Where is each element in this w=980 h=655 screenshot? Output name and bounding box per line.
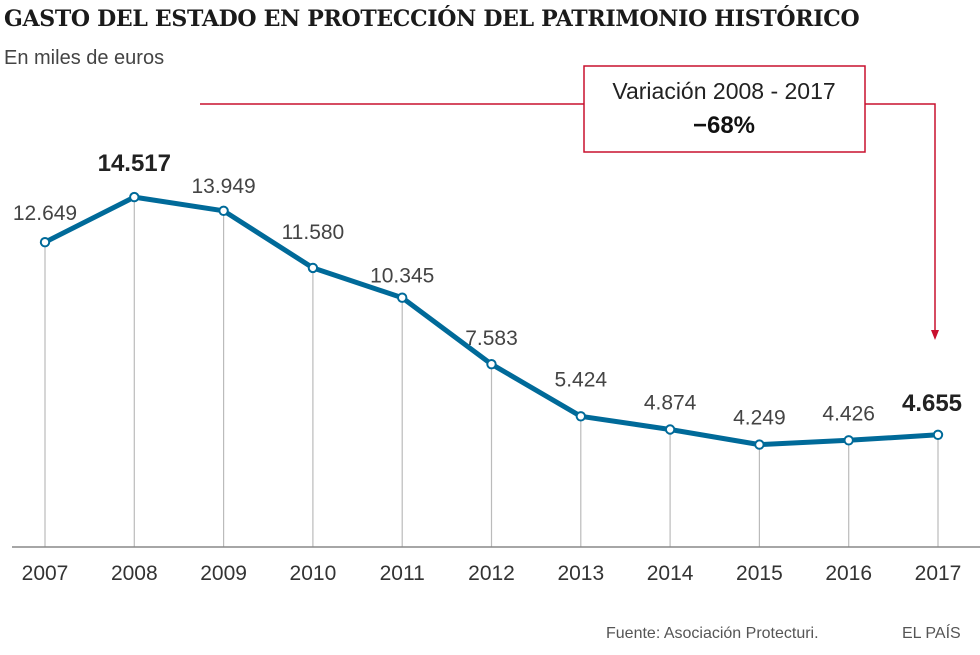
annotation-box bbox=[583, 65, 866, 153]
x-tick-2013: 2013 bbox=[557, 562, 604, 585]
x-tick-2012: 2012 bbox=[468, 562, 515, 585]
x-axis-ticks: 2007 2008 2009 2010 2011 2012 2013 2014 2015 2016… bbox=[22, 562, 962, 585]
variation-annotation: Variación 2008 - 2017 −68% bbox=[200, 65, 939, 340]
data-point-2011 bbox=[397, 292, 408, 303]
data-label-2008: 14.517 bbox=[98, 150, 171, 177]
data-label-2015: 4.249 bbox=[733, 407, 786, 430]
annotation-title: Variación 2008 - 2017 bbox=[612, 78, 835, 104]
chart-subtitle: En miles de euros bbox=[4, 47, 165, 69]
data-point-2009 bbox=[218, 205, 229, 217]
data-label-2013: 5.424 bbox=[555, 368, 608, 391]
data-point-2008 bbox=[129, 191, 140, 203]
data-point-2007 bbox=[39, 237, 51, 248]
data-label-2011: 10.345 bbox=[370, 265, 434, 288]
data-point-2012 bbox=[486, 359, 497, 370]
brand-logo: EL PAÍS bbox=[902, 625, 961, 642]
x-tick-2009: 2009 bbox=[200, 562, 247, 585]
x-tick-2014: 2014 bbox=[647, 562, 694, 585]
data-points bbox=[39, 191, 944, 450]
x-tick-2008: 2008 bbox=[111, 562, 158, 585]
x-tick-2017: 2017 bbox=[915, 562, 962, 585]
drop-lines bbox=[44, 197, 939, 547]
data-point-2017 bbox=[932, 429, 944, 440]
data-label-2014: 4.874 bbox=[644, 392, 697, 415]
chart-title: GASTO DEL ESTADO EN PROTECCIÓN DEL PATRI… bbox=[4, 6, 860, 32]
data-label-2010: 11.580 bbox=[282, 221, 345, 244]
annotation-connector-right bbox=[865, 103, 936, 334]
x-tick-2007: 2007 bbox=[22, 562, 69, 585]
source-note: Fuente: Asociación Protecturi. bbox=[606, 625, 819, 642]
data-point-2010 bbox=[307, 262, 319, 274]
annotation-arrowhead bbox=[931, 330, 939, 340]
data-label-2017: 4.655 bbox=[902, 390, 962, 417]
data-label-2009: 13.949 bbox=[191, 175, 255, 198]
data-point-2016 bbox=[843, 435, 854, 446]
data-label-2007: 12.649 bbox=[13, 202, 77, 225]
data-label-2016: 4.426 bbox=[822, 402, 875, 425]
data-point-2014 bbox=[664, 424, 676, 435]
x-tick-2010: 2010 bbox=[290, 562, 337, 585]
data-point-2015 bbox=[754, 439, 765, 450]
x-tick-2011: 2011 bbox=[380, 562, 425, 585]
line-chart: Variación 2008 - 2017 −68% 12.64914.5171… bbox=[12, 65, 980, 585]
x-tick-2015: 2015 bbox=[736, 562, 783, 585]
data-labels: 12.649 14.517 13.949 11.580 10.345 7.583 5.424… bbox=[13, 150, 962, 430]
data-point-2013 bbox=[575, 411, 586, 422]
data-label-2012: 7.583 bbox=[465, 327, 518, 350]
annotation-value: −68% bbox=[693, 112, 755, 139]
x-tick-2016: 2016 bbox=[825, 562, 872, 585]
